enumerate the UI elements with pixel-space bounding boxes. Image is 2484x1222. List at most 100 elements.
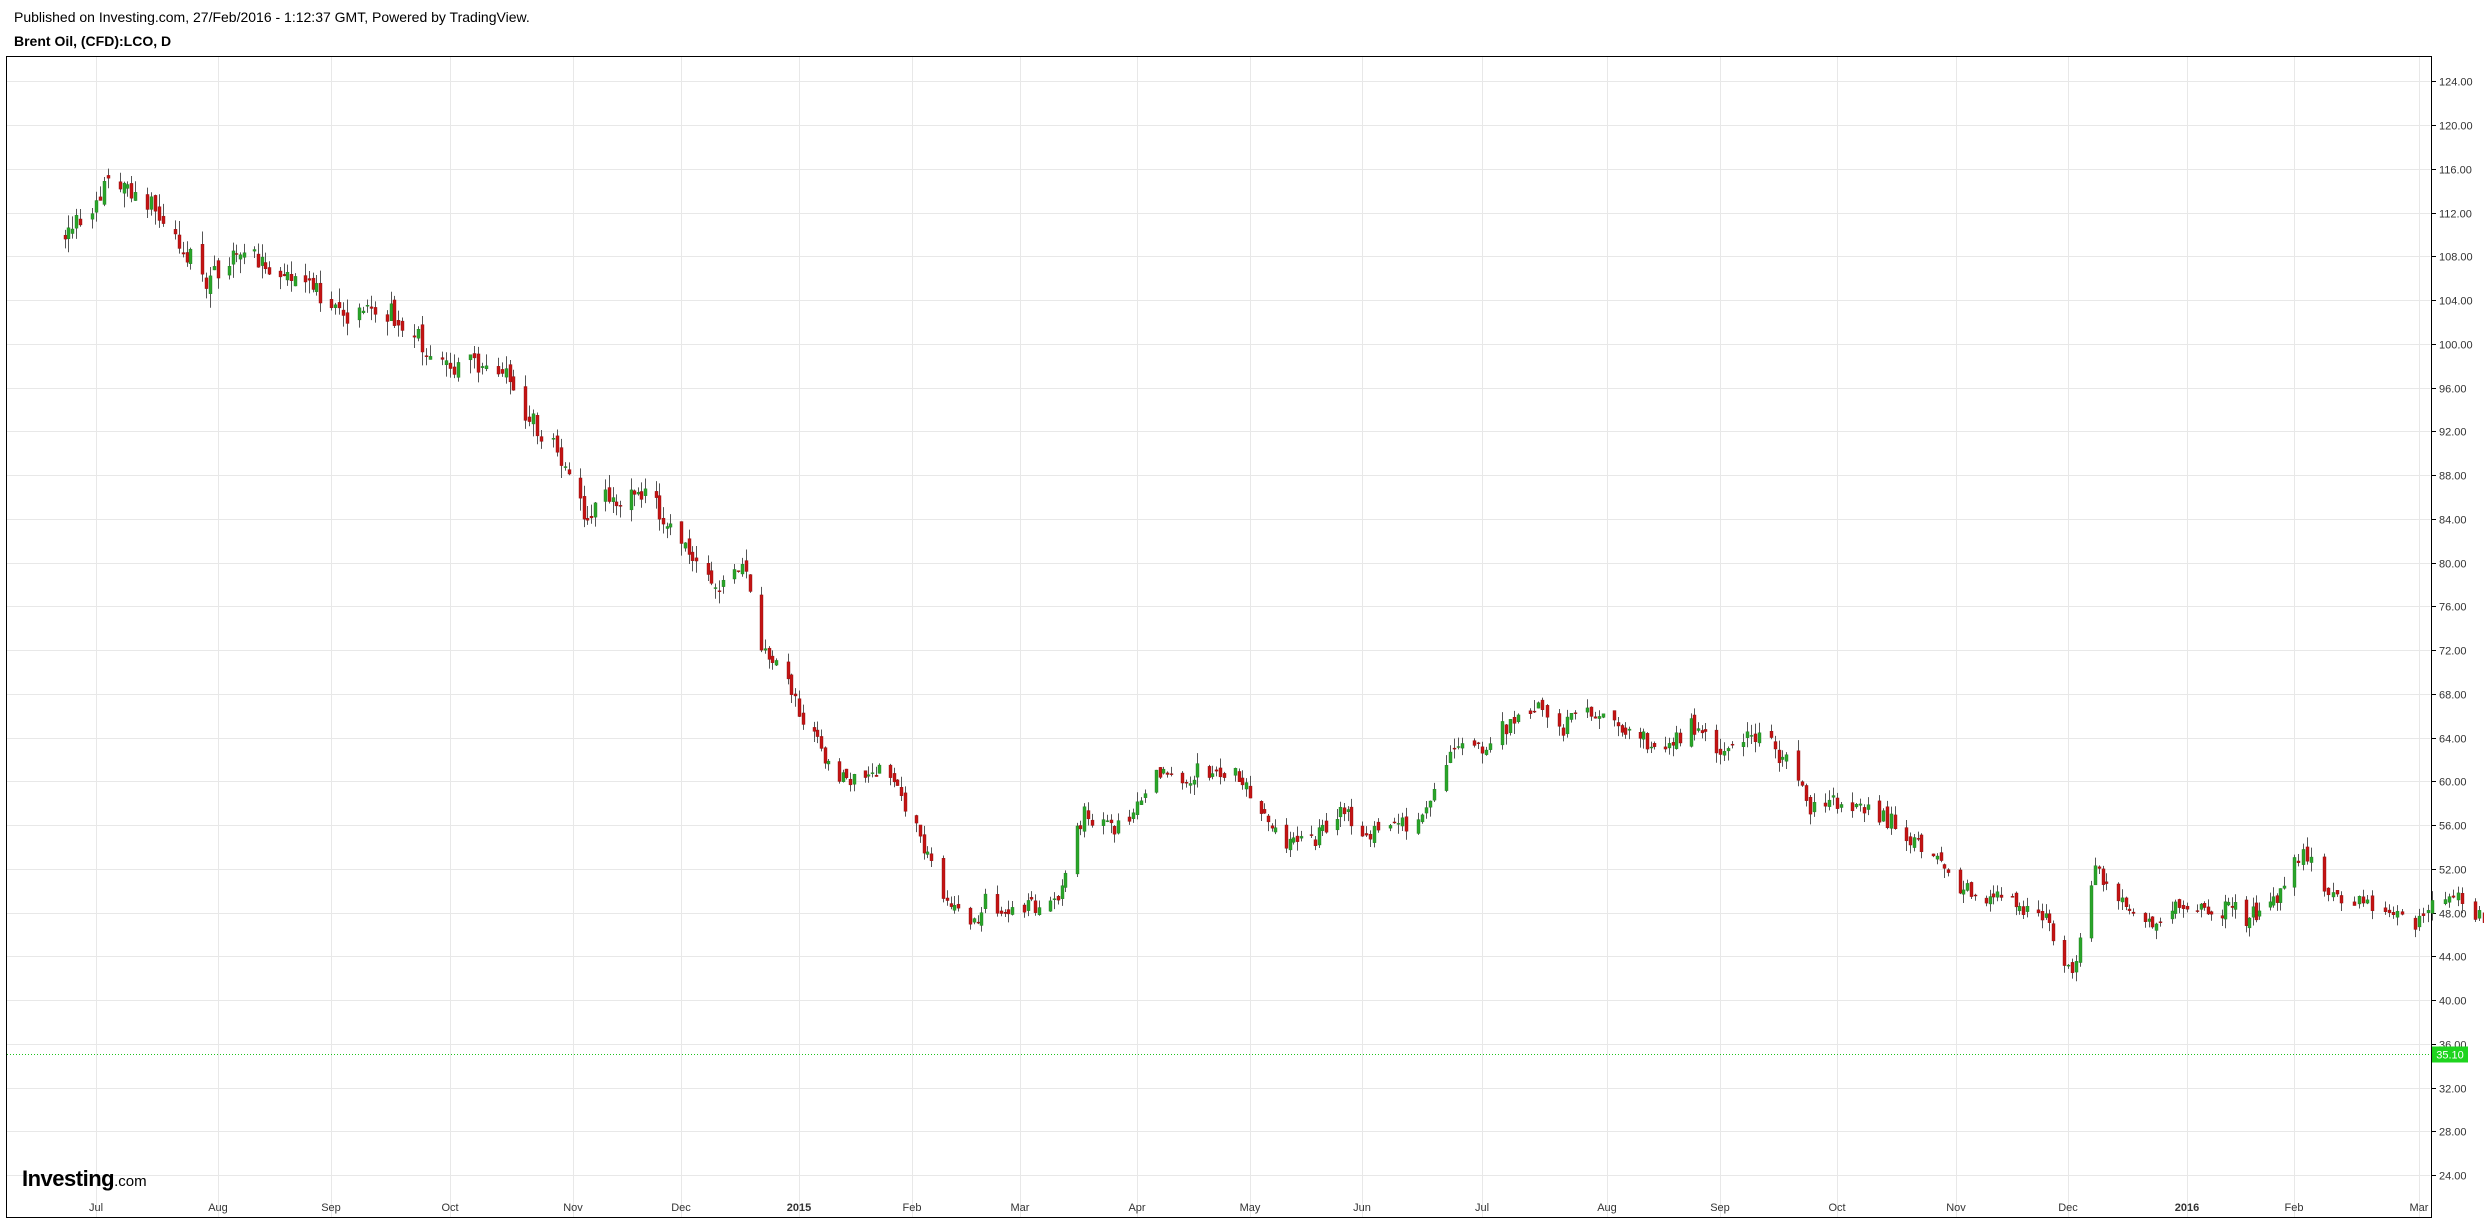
candle[interactable] <box>1908 832 1913 854</box>
candle[interactable] <box>1939 846 1944 863</box>
candle[interactable] <box>976 915 981 925</box>
candle[interactable] <box>1006 900 1011 923</box>
candle[interactable] <box>1165 771 1170 778</box>
candle[interactable] <box>263 252 268 274</box>
candle[interactable] <box>2202 901 2207 911</box>
candle[interactable] <box>424 348 429 366</box>
candle[interactable] <box>866 766 871 783</box>
candle[interactable] <box>1003 909 1008 918</box>
candle[interactable] <box>428 345 433 360</box>
candle[interactable] <box>1022 902 1027 918</box>
candle[interactable] <box>212 255 217 271</box>
candle[interactable] <box>1295 826 1300 851</box>
candle[interactable] <box>614 494 619 516</box>
candle[interactable] <box>844 768 849 780</box>
candle[interactable] <box>1718 738 1723 765</box>
candle[interactable] <box>1504 723 1509 745</box>
candle[interactable] <box>1090 813 1095 828</box>
candle[interactable] <box>472 345 477 369</box>
candle[interactable] <box>589 504 594 524</box>
candle[interactable] <box>1995 885 2000 902</box>
candle[interactable] <box>1033 894 1038 916</box>
candle[interactable] <box>709 561 714 586</box>
candle[interactable] <box>1689 713 1694 748</box>
candle[interactable] <box>679 521 684 556</box>
candle[interactable] <box>373 301 378 323</box>
candle[interactable] <box>539 429 544 449</box>
candle[interactable] <box>496 357 501 377</box>
candle[interactable] <box>1545 704 1550 728</box>
candle[interactable] <box>1244 778 1249 797</box>
candle[interactable] <box>1773 735 1778 759</box>
candle[interactable] <box>307 270 312 294</box>
candle[interactable] <box>1500 712 1505 750</box>
candle[interactable] <box>504 356 509 384</box>
candle[interactable] <box>1270 823 1275 832</box>
candle[interactable] <box>2062 935 2067 973</box>
candle[interactable] <box>732 564 737 584</box>
candle[interactable] <box>717 580 722 604</box>
candle[interactable] <box>1086 802 1091 826</box>
candle[interactable] <box>1237 768 1242 782</box>
candle[interactable] <box>1663 736 1668 753</box>
candle[interactable] <box>1214 766 1219 777</box>
candle[interactable] <box>555 429 560 457</box>
candle[interactable] <box>2257 902 2262 920</box>
candle[interactable] <box>2074 955 2079 982</box>
candle[interactable] <box>1889 806 1894 835</box>
candle[interactable] <box>1969 881 1974 900</box>
candle[interactable] <box>665 522 670 539</box>
candle[interactable] <box>2352 896 2357 906</box>
candle[interactable] <box>578 468 583 511</box>
candle[interactable] <box>420 316 425 366</box>
candle[interactable] <box>1557 709 1562 736</box>
candle[interactable] <box>188 247 193 270</box>
candle[interactable] <box>1273 819 1278 835</box>
candle[interactable] <box>1991 885 1996 905</box>
candle[interactable] <box>2357 895 2362 909</box>
candle[interactable] <box>2101 865 2106 892</box>
candle[interactable] <box>1812 793 1817 817</box>
candle[interactable] <box>1692 708 1697 741</box>
candle[interactable] <box>1116 813 1121 835</box>
candle[interactable] <box>385 310 390 336</box>
candle[interactable] <box>1392 817 1397 824</box>
candle[interactable] <box>173 220 178 240</box>
candle[interactable] <box>2051 920 2056 946</box>
candle[interactable] <box>759 586 764 653</box>
candle[interactable] <box>2251 897 2256 926</box>
candle[interactable] <box>763 639 768 654</box>
candle[interactable] <box>925 846 930 859</box>
candle[interactable] <box>70 216 75 239</box>
candle[interactable] <box>161 203 166 227</box>
candle[interactable] <box>1161 766 1166 775</box>
candle[interactable] <box>1866 797 1871 816</box>
candle[interactable] <box>1207 764 1212 781</box>
candle[interactable] <box>416 326 421 342</box>
candle[interactable] <box>2143 912 2148 928</box>
candle[interactable] <box>2473 898 2478 923</box>
candle[interactable] <box>1029 891 1034 902</box>
candle[interactable] <box>903 786 908 817</box>
candle[interactable] <box>956 895 961 912</box>
candle[interactable] <box>177 220 182 254</box>
candle[interactable] <box>2370 890 2375 920</box>
candle[interactable] <box>1288 831 1293 858</box>
candle[interactable] <box>1346 806 1351 822</box>
candle[interactable] <box>511 369 516 391</box>
candle[interactable] <box>1184 779 1189 788</box>
candle[interactable] <box>1376 818 1381 833</box>
candle[interactable] <box>1893 806 1898 830</box>
candle[interactable] <box>567 462 572 476</box>
candle[interactable] <box>1284 818 1289 854</box>
candle[interactable] <box>260 244 265 279</box>
candle[interactable] <box>668 514 673 536</box>
candle[interactable] <box>1516 713 1521 724</box>
candle[interactable] <box>2223 894 2228 929</box>
candle[interactable] <box>1416 812 1421 835</box>
candle[interactable] <box>1749 724 1754 745</box>
candle[interactable] <box>1620 723 1625 737</box>
candle[interactable] <box>1649 741 1654 754</box>
candle[interactable] <box>1999 887 2004 901</box>
candle[interactable] <box>1320 819 1325 837</box>
